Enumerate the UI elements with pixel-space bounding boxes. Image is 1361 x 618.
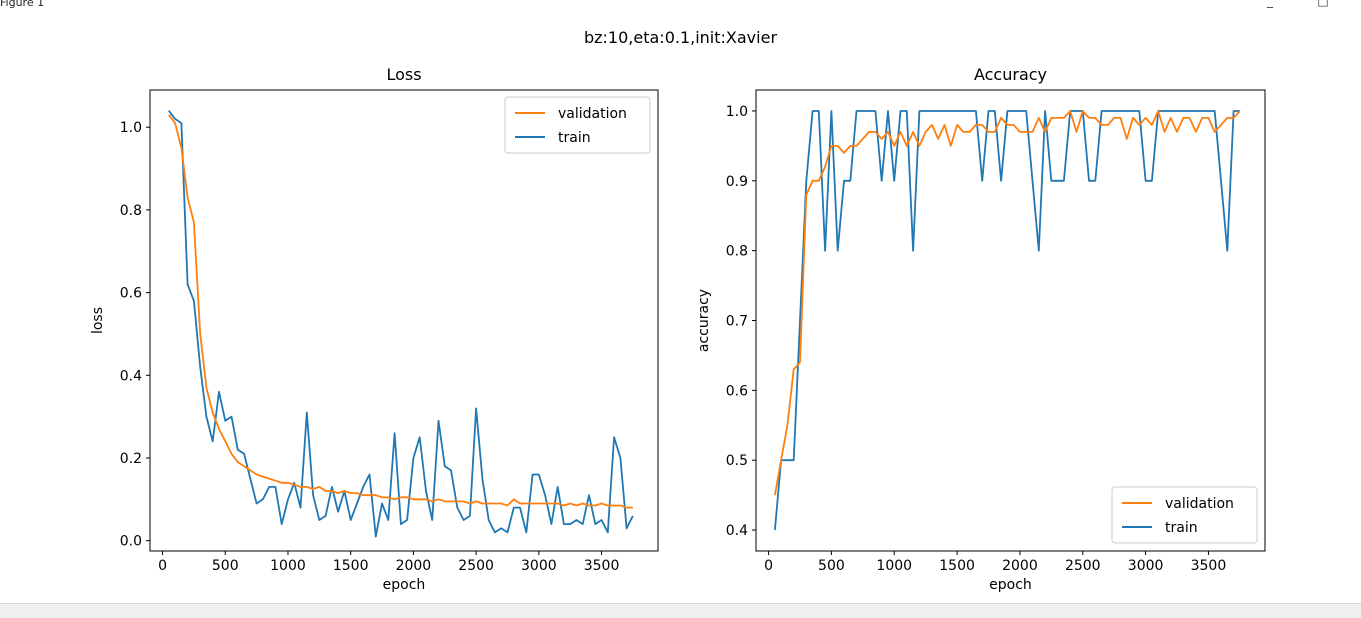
accuracy-ytick-label: 0.7 bbox=[726, 314, 748, 330]
accuracy-xlabel: epoch bbox=[989, 577, 1032, 593]
figure-suptitle: bz:10,eta:0.1,init:Xavier bbox=[583, 28, 778, 47]
loss-legend-label-train: train bbox=[558, 130, 591, 146]
loss-series-train bbox=[168, 110, 634, 538]
accuracy-ytick-label: 0.8 bbox=[726, 244, 748, 260]
loss-xtick-label: 3500 bbox=[584, 558, 620, 574]
status-bar bbox=[0, 603, 1361, 618]
loss-legend: validation train bbox=[504, 96, 651, 154]
loss-xtick-label: 2000 bbox=[396, 558, 432, 574]
loss-xtick-label: 500 bbox=[212, 558, 239, 574]
accuracy-ytick-label: 1.0 bbox=[726, 104, 748, 120]
accuracy-axes-title: Accuracy bbox=[974, 65, 1047, 84]
accuracy-ytick-label: 0.5 bbox=[726, 453, 748, 469]
accuracy-ytick-label: 0.9 bbox=[726, 174, 748, 190]
minimize-button[interactable]: _ bbox=[1267, 0, 1273, 8]
window-title: Figure 1 bbox=[0, 0, 45, 9]
maximize-button[interactable]: □ bbox=[1317, 0, 1329, 8]
loss-xtick-label: 1500 bbox=[333, 558, 369, 574]
accuracy-legend: validation train bbox=[1111, 486, 1258, 544]
loss-xlabel: epoch bbox=[383, 577, 426, 593]
accuracy-xtick-label: 2000 bbox=[1002, 558, 1038, 574]
loss-ylabel: loss bbox=[90, 307, 106, 334]
accuracy-xtick-label: 1000 bbox=[876, 558, 912, 574]
window-title-bar: Figure 1 _ □ bbox=[0, 0, 1361, 12]
loss-ytick-label: 0.8 bbox=[120, 203, 142, 219]
loss-legend-label-validation: validation bbox=[558, 106, 627, 122]
figure-canvas: 0 500 1000 1500 2000 2500 3000 3500 0.0 0.2 0.4 0.6… bbox=[90, 65, 1266, 593]
loss-xtick-label: 3000 bbox=[521, 558, 557, 574]
accuracy-xtick-label: 1500 bbox=[939, 558, 975, 574]
accuracy-series-train bbox=[774, 110, 1240, 531]
accuracy-axes: 0 500 1000 1500 2000 2500 3000 3500 0.4 0.5 0.6 0.7… bbox=[696, 65, 1266, 593]
accuracy-xtick-label: 2500 bbox=[1065, 558, 1101, 574]
loss-ytick-label: 0.6 bbox=[120, 286, 142, 302]
accuracy-legend-label-validation: validation bbox=[1165, 496, 1234, 512]
accuracy-ytick-label: 0.4 bbox=[726, 523, 748, 539]
accuracy-series-validation bbox=[774, 110, 1241, 496]
accuracy-xtick-label: 3000 bbox=[1128, 558, 1164, 574]
loss-axes: 0 500 1000 1500 2000 2500 3000 3500 0.0 0.2 0.4 0.6… bbox=[90, 65, 659, 593]
loss-ytick-label: 0.2 bbox=[120, 451, 142, 467]
loss-axes-title: Loss bbox=[386, 65, 421, 84]
loss-xtick-label: 2500 bbox=[458, 558, 494, 574]
accuracy-axes-frame bbox=[755, 89, 1266, 552]
accuracy-xtick-label: 500 bbox=[818, 558, 845, 574]
accuracy-xtick-label: 0 bbox=[764, 558, 773, 574]
accuracy-xtick-label: 3500 bbox=[1191, 558, 1227, 574]
loss-ytick-label: 1.0 bbox=[120, 120, 142, 136]
accuracy-legend-box bbox=[1111, 486, 1258, 544]
loss-ytick-label: 0.4 bbox=[120, 368, 142, 384]
accuracy-legend-label-train: train bbox=[1165, 520, 1198, 536]
loss-series-validation bbox=[168, 114, 633, 509]
loss-xtick-label: 0 bbox=[158, 558, 167, 574]
accuracy-ylabel: accuracy bbox=[696, 289, 712, 352]
loss-ytick-label: 0.0 bbox=[120, 534, 142, 550]
accuracy-ytick-label: 0.6 bbox=[726, 383, 748, 399]
loss-axes-frame bbox=[149, 89, 659, 552]
loss-legend-box bbox=[504, 96, 651, 154]
loss-xtick-label: 1000 bbox=[270, 558, 306, 574]
